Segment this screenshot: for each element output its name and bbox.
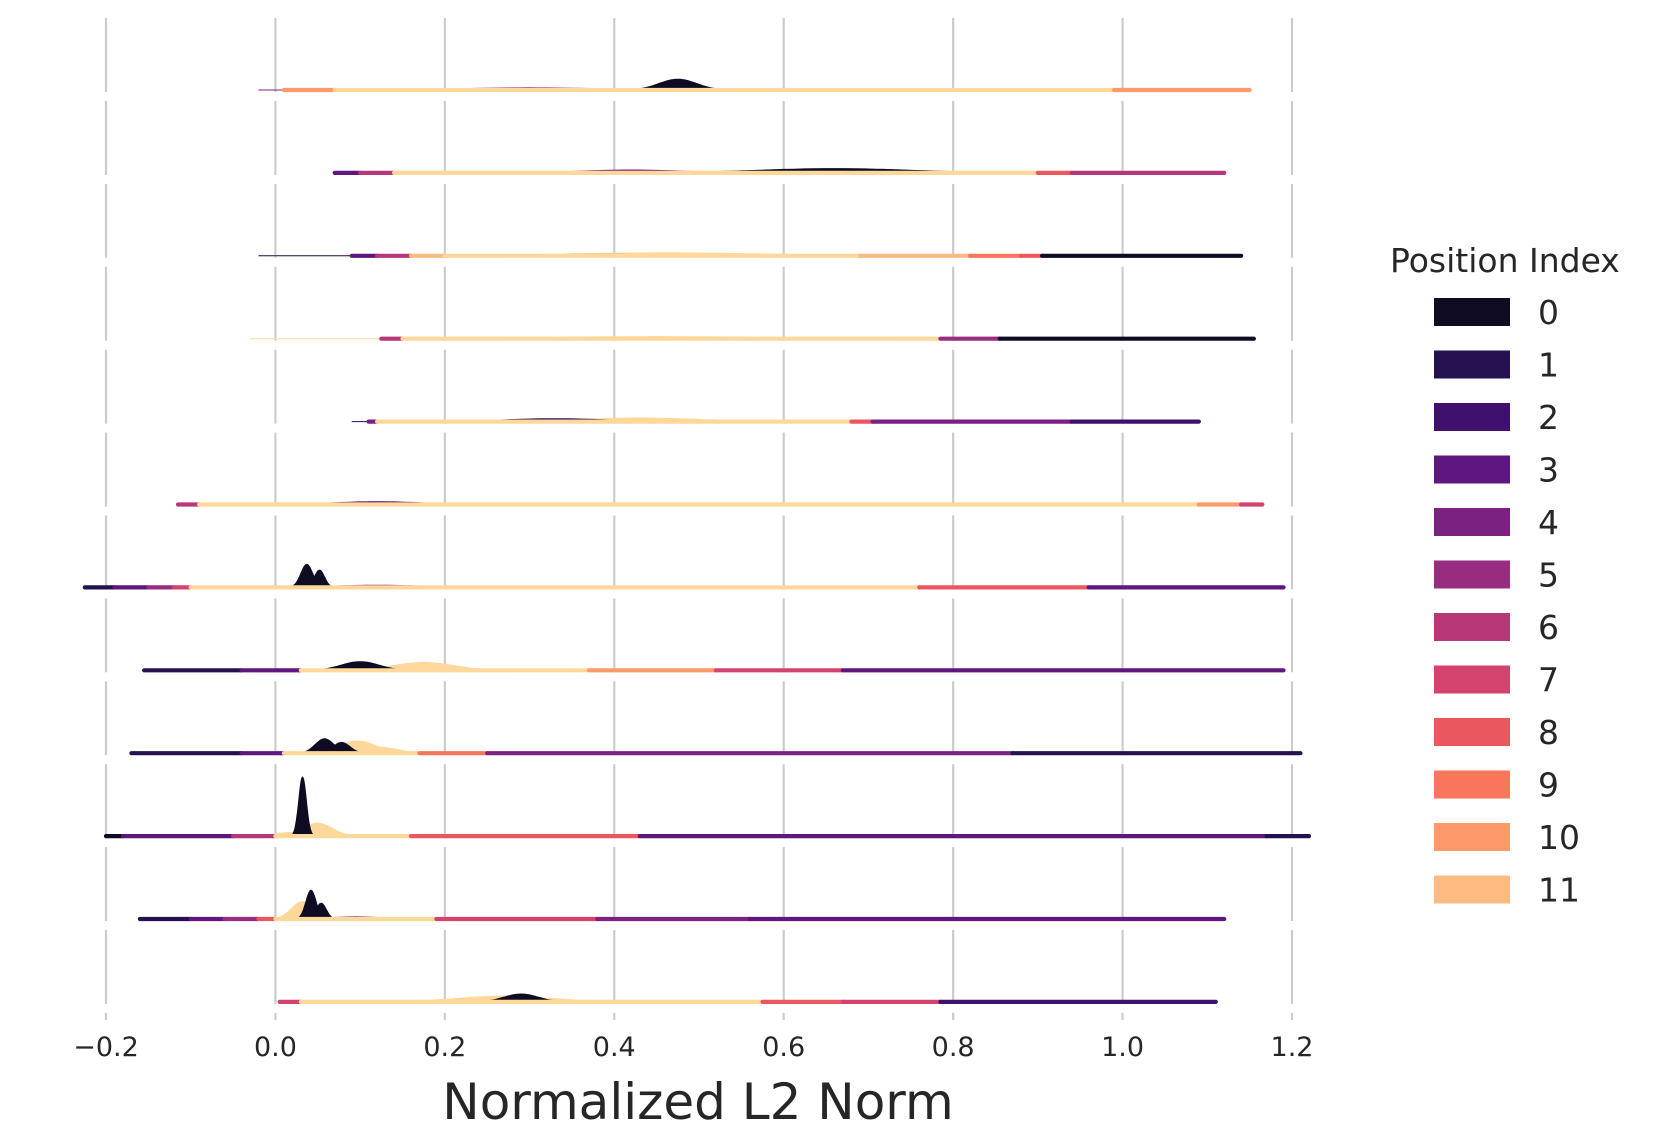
- legend-swatch: [1434, 298, 1510, 326]
- ridge-separator: [60, 506, 1320, 516]
- legend-swatch: [1434, 823, 1510, 851]
- legend-label: 9: [1538, 766, 1559, 805]
- legend-label: 6: [1538, 608, 1559, 647]
- ridge-separator: [60, 340, 1320, 350]
- x-tick-label: −0.2: [73, 1032, 139, 1063]
- ridge-row: [250, 335, 1256, 341]
- legend-label: 4: [1538, 503, 1559, 542]
- ridge-separator: [60, 174, 1320, 184]
- x-axis-ticks: −0.2 0.0 0.2 0.4 0.6 0.8 1.0 1.2: [73, 1032, 1313, 1063]
- x-tick-label: 0.8: [932, 1032, 975, 1063]
- legend-swatch: [1434, 403, 1510, 431]
- ridge-separator: [60, 257, 1320, 267]
- legend-swatch: [1434, 350, 1510, 379]
- legend-label: 3: [1538, 451, 1559, 490]
- ridge-row: [277, 993, 1218, 1005]
- x-tick-label: 0.6: [762, 1032, 805, 1063]
- legend-label: 7: [1538, 661, 1559, 700]
- legend-label: 11: [1538, 871, 1580, 910]
- ridge-separator: [60, 921, 1320, 930]
- ridge-separator: [60, 589, 1320, 599]
- legend-swatch: [1434, 455, 1510, 484]
- legend-title: Position Index: [1390, 241, 1620, 280]
- x-tick-label: 0.0: [254, 1032, 297, 1063]
- ridge-separator: [60, 672, 1320, 682]
- ridges: [82, 78, 1312, 1005]
- ridge-row: [258, 78, 1252, 93]
- legend: Position Index 0 1 2 3 4 5 6 7 8 9 10 11: [1390, 241, 1620, 910]
- ridge-separator: [60, 1003, 1320, 1013]
- ridge-row: [332, 168, 1227, 175]
- ridge-row: [137, 889, 1227, 922]
- legend-swatch: [1434, 665, 1510, 694]
- legend-label: 0: [1538, 293, 1559, 332]
- x-tick-label: 0.2: [423, 1032, 466, 1063]
- legend-swatch: [1434, 875, 1510, 904]
- vertical-gridlines: [60, 18, 1320, 1020]
- legend-swatch: [1434, 770, 1510, 799]
- x-axis-title: Normalized L2 Norm: [442, 1073, 953, 1131]
- legend-swatch: [1434, 508, 1510, 536]
- ridge-row: [175, 501, 1265, 507]
- legend-label: 2: [1538, 398, 1559, 437]
- ridge-row: [129, 738, 1303, 756]
- legend-entries: 0 1 2 3 4 5 6 7 8 9 10 11: [1434, 293, 1580, 910]
- ridge-row: [351, 417, 1201, 424]
- x-tick-label: 1.0: [1101, 1032, 1144, 1063]
- legend-swatch: [1434, 718, 1510, 746]
- ridge-separator: [60, 755, 1320, 765]
- legend-label: 8: [1538, 713, 1559, 752]
- ridge-row: [258, 252, 1244, 258]
- ridge-row: [142, 661, 1286, 673]
- ridge-row: [103, 776, 1312, 839]
- legend-label: 5: [1538, 556, 1559, 595]
- x-tick-label: 1.2: [1271, 1032, 1314, 1063]
- x-tick-label: 0.4: [593, 1032, 636, 1063]
- ridge-separator: [60, 838, 1320, 848]
- ridge-row: [82, 563, 1286, 590]
- ridge-separator: [60, 423, 1320, 433]
- legend-swatch: [1434, 560, 1510, 589]
- legend-swatch: [1434, 613, 1510, 641]
- ridge-separator: [60, 92, 1320, 101]
- legend-label: 1: [1538, 346, 1559, 385]
- legend-label: 10: [1538, 818, 1580, 857]
